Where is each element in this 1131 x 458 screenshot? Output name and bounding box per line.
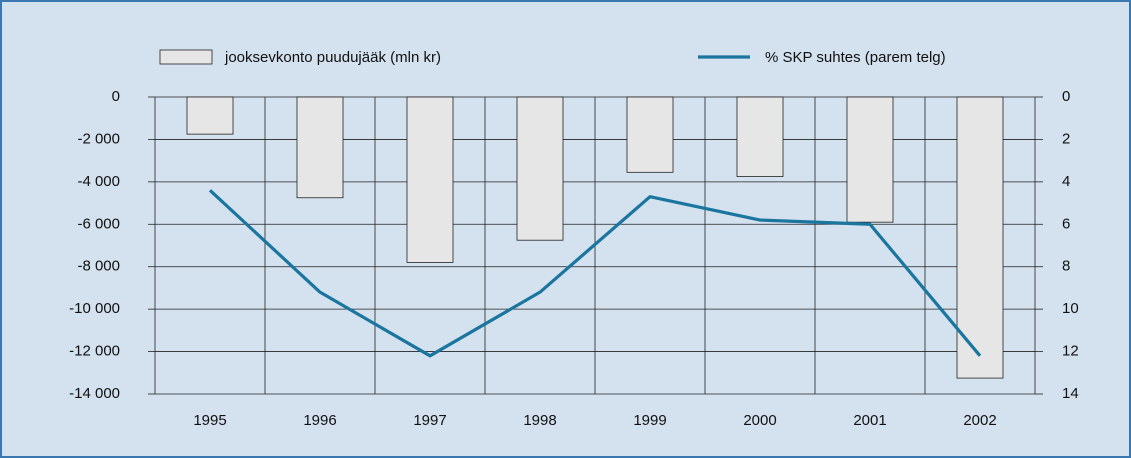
legend-label: % SKP suhtes (parem telg) bbox=[765, 49, 946, 66]
y-tick-label: -4 000 bbox=[77, 173, 120, 190]
bar bbox=[186, 96, 234, 135]
legend-label: jooksevkonto puudujääk (mln kr) bbox=[224, 49, 441, 66]
x-tick-label: 1997 bbox=[413, 412, 446, 429]
bar bbox=[516, 96, 564, 241]
x-tick-label: 2002 bbox=[963, 412, 996, 429]
y2-tick-label: 4 bbox=[1062, 173, 1070, 190]
y-tick-label: 0 bbox=[112, 88, 120, 105]
y2-tick-label: 14 bbox=[1062, 385, 1079, 402]
y-tick-label: -10 000 bbox=[69, 300, 120, 317]
bar bbox=[956, 96, 1004, 379]
bar bbox=[846, 96, 894, 223]
y-tick-label: -8 000 bbox=[77, 258, 120, 275]
bar bbox=[296, 96, 344, 199]
y-tick-label: -6 000 bbox=[77, 215, 120, 232]
x-tick-label: 1996 bbox=[303, 412, 336, 429]
y2-tick-label: 6 bbox=[1062, 215, 1070, 232]
y2-tick-label: 10 bbox=[1062, 300, 1079, 317]
x-tick-label: 2000 bbox=[743, 412, 776, 429]
y2-tick-label: 2 bbox=[1062, 130, 1070, 147]
line bbox=[208, 189, 982, 358]
y-tick-label: -2 000 bbox=[77, 130, 120, 147]
x-tick-label: 2001 bbox=[853, 412, 886, 429]
bar bbox=[736, 96, 784, 177]
y2-tick-label: 8 bbox=[1062, 258, 1070, 275]
x-tick-label: 1998 bbox=[523, 412, 556, 429]
y2-tick-label: 12 bbox=[1062, 343, 1079, 360]
bar bbox=[406, 96, 454, 263]
x-tick-label: 1995 bbox=[193, 412, 226, 429]
bar bbox=[626, 96, 674, 173]
y-tick-label: -14 000 bbox=[69, 385, 120, 402]
x-tick-label: 1999 bbox=[633, 412, 666, 429]
legend-swatch bbox=[159, 49, 213, 65]
y-tick-label: -12 000 bbox=[69, 343, 120, 360]
y2-tick-label: 0 bbox=[1062, 88, 1070, 105]
